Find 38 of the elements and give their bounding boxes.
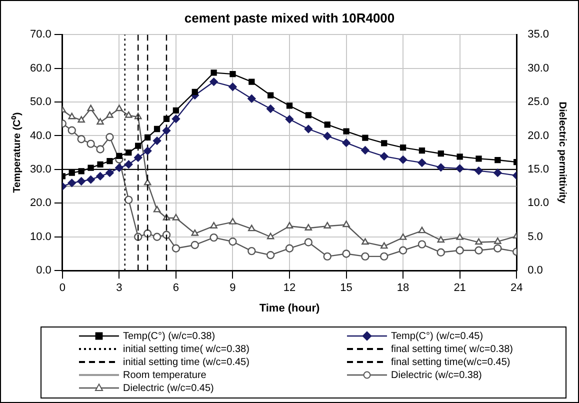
y-tick-label: 20.0 <box>30 197 52 210</box>
legend-label: final setting time(w/c=0.45) <box>391 356 510 368</box>
x-tick-label: 3 <box>116 282 122 294</box>
y2-axis-title: Dielectric permittivity <box>556 102 568 204</box>
x-tick-label: 9 <box>230 282 236 294</box>
y-tick-label: 10.0 <box>30 230 52 243</box>
x-axis-title: Time (hour) <box>259 302 320 314</box>
legend-label: Temp(C°) (w/c=0.45) <box>391 330 484 342</box>
legend-label: initial setting time( w/c=0.38) <box>123 344 250 355</box>
legend-label: Dielectric (w/c=0.38) <box>391 370 482 381</box>
x-tick-label: 18 <box>396 282 410 294</box>
x-tick-label: 12 <box>283 282 296 294</box>
x-tick-label: 0 <box>59 282 66 294</box>
x-tick-label: 21 <box>454 282 466 294</box>
y-tick-label: 50.0 <box>30 96 52 108</box>
y-tick-label: 60.0 <box>30 62 52 74</box>
y2-tick-label: 20.0 <box>528 130 550 142</box>
legend-label: Temp(C°) (w/c=0.38) <box>123 330 216 342</box>
y-tick-label: 30.0 <box>30 163 52 176</box>
y2-tick-label: 30.0 <box>528 62 550 74</box>
y-tick-label: 70.0 <box>30 28 52 41</box>
y-tick-label: 40.0 <box>30 130 52 142</box>
chart-title: cement paste mixed with 10R4000 <box>184 10 395 26</box>
legend-label: initial setting time (w/c=0.45) <box>123 356 250 368</box>
y2-tick-label: 5.0 <box>528 230 543 243</box>
legend-label: Room temperature <box>123 370 207 381</box>
y-axis-title: Temperature (C⁰) <box>10 112 23 193</box>
x-tick-label: 24 <box>510 282 523 294</box>
x-tick-label: 6 <box>172 282 180 294</box>
x-tick-label: 15 <box>340 282 352 294</box>
y2-tick-label: 35.0 <box>528 28 550 41</box>
y-tick-label: 0.0 <box>36 264 52 277</box>
y2-tick-label: 25.0 <box>528 96 550 108</box>
y2-tick-label: 15.0 <box>528 163 550 176</box>
legend-label: final setting time( w/c=0.38) <box>391 344 513 355</box>
legend-label: Dielectric (w/c=0.45) <box>123 382 214 394</box>
y2-tick-label: 10.0 <box>528 197 550 210</box>
y2-tick-label: 0.0 <box>528 264 543 277</box>
